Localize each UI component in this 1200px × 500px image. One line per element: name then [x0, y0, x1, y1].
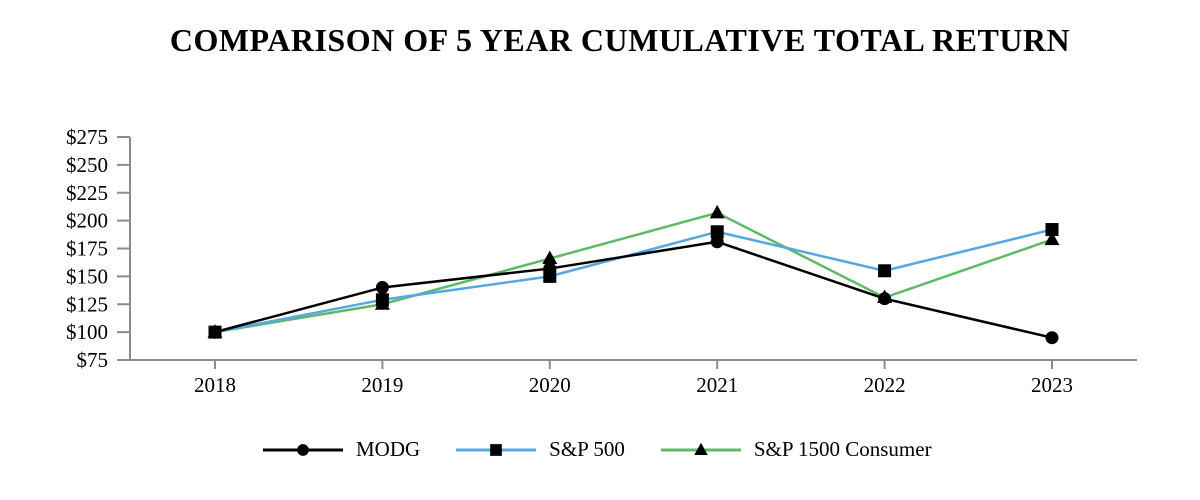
legend-label: S&P 500 — [549, 437, 625, 461]
svg-text:$275: $275 — [66, 125, 108, 149]
modg-line-circle-icon — [263, 443, 343, 456]
svg-text:$100: $100 — [66, 320, 108, 344]
sp1500-consumer-line-triangle-icon — [660, 442, 741, 455]
svg-text:$225: $225 — [66, 181, 108, 205]
legend-label: MODG — [356, 437, 421, 461]
svg-text:$150: $150 — [66, 264, 108, 288]
legend-label: S&P 1500 Consumer — [753, 437, 932, 461]
svg-text:$250: $250 — [66, 153, 108, 177]
svg-text:$75: $75 — [77, 348, 109, 372]
svg-text:$200: $200 — [66, 209, 108, 233]
svg-text:$175: $175 — [66, 237, 108, 261]
legend-item-sp500: S&P 500 — [456, 437, 625, 462]
chart-legend: MODG S&P 500 S&P 1500 Consumer — [263, 437, 932, 462]
legend-item-modg: MODG — [263, 437, 420, 462]
svg-text:2023: 2023 — [1031, 373, 1073, 397]
svg-text:2018: 2018 — [194, 373, 236, 397]
svg-text:$125: $125 — [66, 292, 108, 316]
svg-text:2020: 2020 — [529, 373, 571, 397]
chart-title: COMPARISON OF 5 YEAR CUMULATIVE TOTAL RE… — [169, 22, 1071, 58]
legend-item-sp1500-consumer: S&P 1500 Consumer — [660, 437, 932, 462]
svg-text:2019: 2019 — [361, 373, 403, 397]
sp500-line-square-icon — [456, 443, 537, 456]
svg-text:2021: 2021 — [696, 373, 738, 397]
svg-text:2022: 2022 — [864, 373, 906, 397]
